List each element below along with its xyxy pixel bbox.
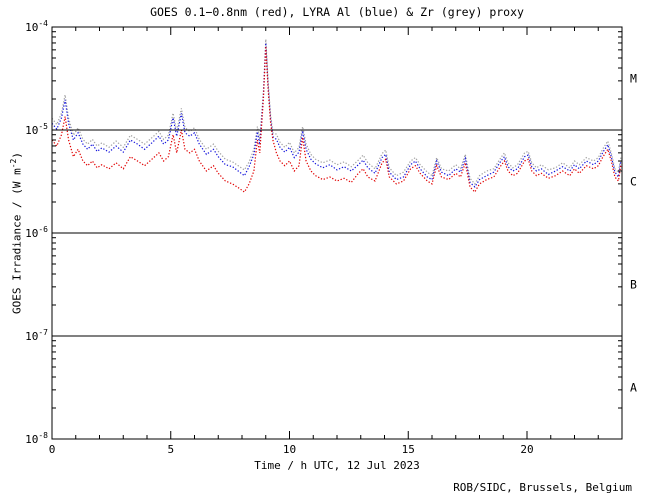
y-tick-label-10e-6: 10-6	[25, 225, 48, 240]
x-tick-label-0: 0	[49, 443, 56, 456]
x-axis-title: Time / h UTC, 12 Jul 2023	[254, 459, 420, 472]
flare-class-label-M: M	[630, 72, 637, 86]
y-tick-label-10e-8: 10-8	[25, 431, 48, 446]
series-red-curve	[52, 46, 622, 193]
series-blue-curve	[52, 42, 622, 188]
credit-text: ROB/SIDC, Brussels, Belgium	[453, 481, 632, 494]
y-tick-label-10e-4: 10-4	[25, 19, 48, 34]
x-tick-label-5: 5	[167, 443, 174, 456]
y-tick-label-10e-7: 10-7	[25, 328, 48, 343]
x-tick-label-15: 15	[402, 443, 415, 456]
flare-class-label-A: A	[630, 381, 637, 395]
x-tick-label-10: 10	[283, 443, 296, 456]
flare-class-label-C: C	[630, 175, 637, 189]
chart-title: GOES 0.1−0.8nm (red), LYRA Al (blue) & Z…	[150, 5, 524, 19]
series-grey-curve	[52, 39, 622, 185]
x-tick-label-20: 20	[520, 443, 533, 456]
flare-class-label-B: B	[630, 278, 637, 292]
y-tick-label-10e-5: 10-5	[25, 122, 48, 137]
